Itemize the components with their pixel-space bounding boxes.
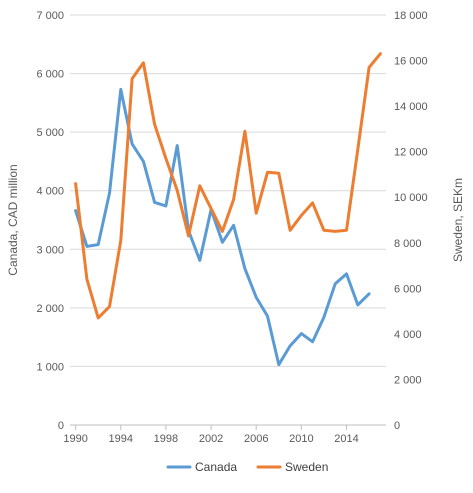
y-right-tick-label: 0 bbox=[394, 420, 400, 432]
y-left-tick-label: 0 bbox=[58, 420, 64, 432]
legend: Canada Sweden bbox=[166, 460, 328, 474]
y-left-tick-label: 7 000 bbox=[36, 10, 64, 22]
y-right-tick-label: 16 000 bbox=[394, 56, 428, 68]
series-line-canada bbox=[74, 87, 371, 367]
x-tick-label: 1998 bbox=[154, 433, 178, 445]
legend-label-canada: Canada bbox=[195, 460, 237, 474]
series-line-sweden bbox=[74, 52, 382, 320]
legend-label-sweden: Sweden bbox=[285, 460, 328, 474]
y-left-tick-label: 4 000 bbox=[36, 186, 64, 198]
y-axis-right-title: Sweden, SEKm bbox=[451, 178, 465, 262]
y-right-tick-label: 6 000 bbox=[394, 283, 422, 295]
y-right-tick-label: 12 000 bbox=[394, 147, 428, 159]
x-tick-label: 2014 bbox=[334, 433, 358, 445]
y-right-tick-label: 4 000 bbox=[394, 329, 422, 341]
x-tick-label: 1994 bbox=[109, 433, 133, 445]
y-left-tick-label: 1 000 bbox=[36, 361, 64, 373]
y-left-tick-label: 2 000 bbox=[36, 303, 64, 315]
gridlines bbox=[70, 14, 386, 426]
y-right-tick-label: 14 000 bbox=[394, 101, 428, 113]
y-right-tick-label: 10 000 bbox=[394, 192, 428, 204]
x-tick-label: 2010 bbox=[289, 433, 313, 445]
y-right-tick-label: 8 000 bbox=[394, 238, 422, 250]
x-tick-label: 1990 bbox=[63, 433, 87, 445]
y-left-tick-label: 5 000 bbox=[36, 127, 64, 139]
y-right-tick-label: 2 000 bbox=[394, 374, 422, 386]
y-right-tick-label: 18 000 bbox=[394, 10, 428, 22]
x-tick-label: 2002 bbox=[199, 433, 223, 445]
y-left-tick-label: 6 000 bbox=[36, 69, 64, 81]
axes: 0 1 000 2 000 3 000 4 000 5 000 6 000 7 000 0 2 0… bbox=[36, 10, 427, 445]
x-tick-label: 2006 bbox=[244, 433, 268, 445]
y-left-tick-label: 3 000 bbox=[36, 244, 64, 256]
y-axis-left-title: Canada, CAD million bbox=[6, 164, 20, 275]
series-lines bbox=[74, 52, 382, 367]
